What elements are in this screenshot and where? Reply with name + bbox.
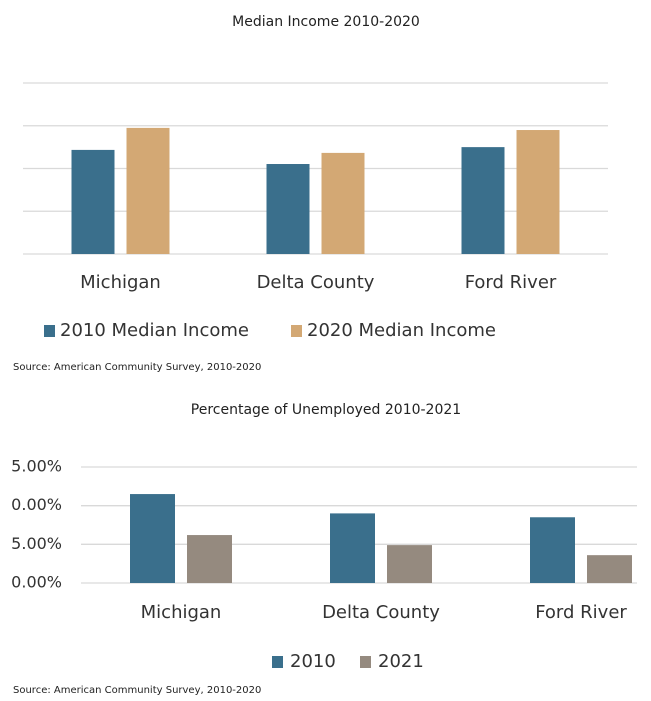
bar (516, 130, 560, 254)
y-tick-label: 0.00% (11, 573, 62, 592)
legend-label: 2020 Median Income (307, 320, 496, 341)
bar (587, 555, 632, 583)
bar (126, 127, 170, 254)
legend-label: 2010 Median Income (60, 320, 249, 341)
x-tick-label: Michigan (141, 602, 222, 623)
legend-label: 2021 (378, 651, 424, 672)
legend-swatch (360, 656, 371, 668)
x-tick-label: Delta County (257, 272, 375, 293)
bar (71, 149, 115, 254)
legend-swatch (44, 325, 55, 337)
x-tick-label: Delta County (322, 602, 440, 623)
legend-label: 2010 (290, 651, 336, 672)
bar (461, 147, 505, 254)
bar (266, 164, 310, 254)
x-tick-label: Michigan (80, 272, 161, 293)
source-note: Source: American Community Survey, 2010-… (13, 362, 261, 373)
legend-swatch (291, 325, 302, 337)
bar (530, 517, 575, 583)
chart-title: Median Income 2010-2020 (232, 14, 420, 30)
y-tick-label: 0.00% (11, 495, 62, 514)
x-tick-label: Ford River (465, 272, 557, 293)
bar (330, 513, 375, 583)
bar (321, 152, 365, 254)
bar (187, 535, 232, 583)
y-tick-label: 5.00% (11, 457, 62, 476)
legend-swatch (272, 656, 283, 668)
x-tick-label: Ford River (535, 602, 627, 623)
y-tick-label: 5.00% (11, 534, 62, 553)
bar (130, 494, 175, 583)
bar (387, 545, 432, 583)
source-note: Source: American Community Survey, 2010-… (13, 685, 261, 696)
chart-title: Percentage of Unemployed 2010-2021 (191, 402, 461, 418)
